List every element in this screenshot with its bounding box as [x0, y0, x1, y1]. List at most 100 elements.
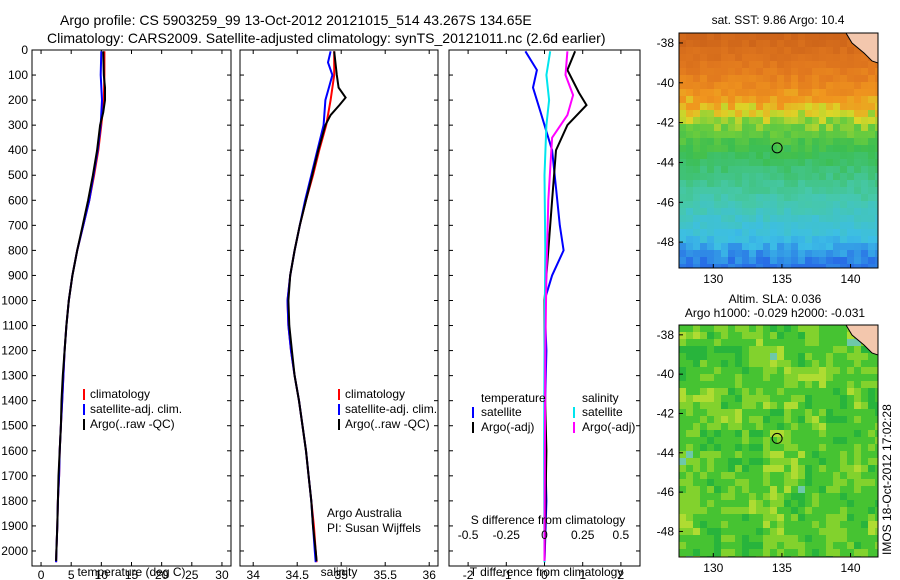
map-cell [686, 131, 694, 139]
map-cell [756, 332, 764, 340]
map-cell [819, 194, 827, 202]
map-cell [763, 346, 771, 354]
map-cell [756, 131, 764, 139]
map-cell [742, 47, 750, 55]
map-cell [714, 124, 722, 132]
map-cell [868, 409, 876, 417]
x-tick-label: -1 [501, 568, 512, 580]
map-cell [791, 208, 799, 216]
map-cell [721, 166, 729, 174]
map-cell [861, 124, 869, 132]
map-cell [875, 229, 878, 237]
map-cell [875, 215, 878, 223]
map-cell [854, 353, 862, 361]
panel-series-group-1 [55, 51, 106, 563]
map-cell [861, 409, 869, 417]
map-cell [735, 381, 743, 389]
map-cell [840, 208, 848, 216]
map-cell [798, 152, 806, 160]
map-cell [728, 145, 736, 153]
map-cell [728, 54, 736, 62]
map-cell [721, 96, 729, 104]
depth-tick-label: 1400 [1, 394, 28, 408]
map-cell [721, 346, 729, 354]
map-cell [868, 416, 876, 424]
depth-tick-label: 100 [8, 68, 28, 82]
map-cell [756, 82, 764, 90]
map-cell [693, 138, 701, 146]
map-cell [679, 486, 687, 494]
map-cell [840, 117, 848, 125]
map-cell [791, 458, 799, 466]
map-cell [798, 131, 806, 139]
map-cell [784, 103, 792, 111]
map-cell [749, 47, 757, 55]
map-cell [735, 138, 743, 146]
map-cell [749, 264, 757, 268]
map-cell [826, 409, 834, 417]
map-cell [763, 82, 771, 90]
map-cell [749, 409, 757, 417]
map-cell [707, 110, 715, 118]
map-cell [749, 423, 757, 431]
map-cell [679, 521, 687, 529]
map-cell [735, 229, 743, 237]
depth-tick-label: 1200 [1, 344, 28, 358]
map-cell [686, 360, 694, 368]
map-cell [812, 159, 820, 167]
map-cell [812, 367, 820, 375]
map-cell [777, 33, 785, 41]
map-cell [833, 444, 841, 452]
map-cell [819, 493, 827, 501]
map-cell [812, 409, 820, 417]
map-cell [686, 208, 694, 216]
map-cell [728, 110, 736, 118]
map-cell [686, 437, 694, 445]
map-cell [826, 444, 834, 452]
depth-tick-label: 800 [8, 243, 28, 257]
map-cell [679, 374, 687, 382]
map-cell [847, 339, 855, 347]
map-cell [805, 465, 813, 473]
map-cell [798, 402, 806, 410]
map-cell [686, 367, 694, 375]
map-cell [847, 145, 855, 153]
map-cell [721, 243, 729, 251]
map-cell [714, 194, 722, 202]
map-cell [826, 528, 834, 536]
map-cell [721, 395, 729, 403]
map-cell [784, 243, 792, 251]
map-cell [854, 472, 862, 480]
map-cell [868, 145, 876, 153]
map-cell [707, 124, 715, 132]
map-cell [868, 180, 876, 188]
map-cell [721, 208, 729, 216]
map-cell [868, 367, 876, 375]
map-cell [749, 138, 757, 146]
map-cell [735, 444, 743, 452]
map-cell [742, 367, 750, 375]
map-cell [749, 236, 757, 244]
map-cell [686, 145, 694, 153]
map-cell [812, 257, 820, 265]
map-cell [742, 500, 750, 508]
map-cell [693, 208, 701, 216]
map-cell [777, 89, 785, 97]
map-cell [840, 416, 848, 424]
map-cell [707, 194, 715, 202]
map-cell [861, 243, 869, 251]
map-cell [798, 187, 806, 195]
map-cell [861, 500, 869, 508]
map-cell [833, 180, 841, 188]
map-cell [805, 96, 813, 104]
map-cell [777, 493, 785, 501]
argo-float-position-marker [771, 142, 783, 154]
map-cell [693, 472, 701, 480]
map-cell [791, 486, 799, 494]
map-cell [840, 514, 848, 522]
map-cell [714, 416, 722, 424]
map-cell [735, 40, 743, 48]
map-cell [707, 465, 715, 473]
map-cell [700, 68, 708, 76]
map-cell [840, 339, 848, 347]
